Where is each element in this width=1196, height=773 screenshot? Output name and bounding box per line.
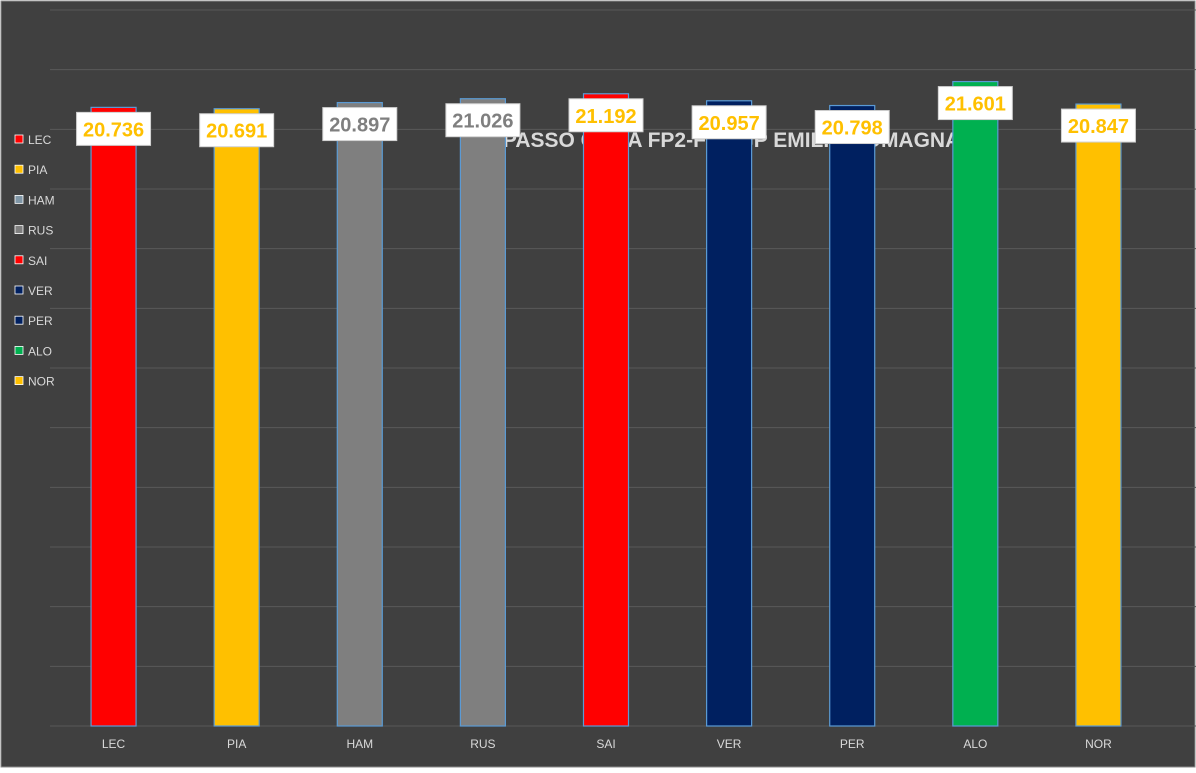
bar-ver bbox=[706, 100, 753, 727]
data-label-box bbox=[1060, 108, 1136, 143]
x-tick-label-per: PER bbox=[840, 737, 865, 751]
data-label-box bbox=[445, 103, 521, 138]
data-label-sai: 21.192 bbox=[575, 106, 636, 128]
bar-per bbox=[829, 104, 876, 727]
data-label-per: 20.798 bbox=[822, 118, 883, 140]
legend-swatch-nor bbox=[14, 376, 24, 386]
legend-swatch-per bbox=[14, 315, 24, 325]
x-axis-tick-labels: LEC PIA HAM RUS SAI VER PER ALO NOR bbox=[102, 737, 1112, 751]
bars bbox=[90, 80, 1122, 727]
bar-ham bbox=[336, 101, 383, 727]
legend-label-lec: LEC bbox=[28, 133, 52, 147]
legend-swatch-ham bbox=[14, 194, 24, 204]
x-tick-label-sai: SAI bbox=[596, 737, 615, 751]
x-tick-label-alo: ALO bbox=[963, 737, 987, 751]
x-tick-label-pia: PIA bbox=[227, 737, 246, 751]
x-tick-label-nor: NOR bbox=[1085, 737, 1112, 751]
legend-label-sai: SAI bbox=[28, 254, 47, 268]
legend-label-alo: ALO bbox=[28, 344, 52, 358]
bar-lec bbox=[90, 106, 137, 727]
legend-swatch-sai bbox=[14, 255, 24, 265]
bar-alo bbox=[952, 80, 999, 727]
data-label-box bbox=[691, 105, 767, 140]
data-label-box bbox=[76, 111, 152, 146]
x-tick-label-ham: HAM bbox=[346, 737, 373, 751]
legend-label-ham: HAM bbox=[28, 193, 55, 207]
legend-label-rus: RUS bbox=[28, 224, 53, 238]
data-label-box bbox=[568, 98, 644, 133]
legend: LEC PIA HAM RUS SAI VER PER ALO NOR bbox=[14, 133, 55, 389]
data-label-alo: 21.601 bbox=[945, 94, 1006, 116]
bar-rus bbox=[459, 98, 506, 727]
legend-label-ver: VER bbox=[28, 284, 53, 298]
x-tick-label-ver: VER bbox=[717, 737, 742, 751]
data-label-ver: 20.957 bbox=[699, 113, 760, 135]
data-label-pia: 20.691 bbox=[206, 121, 267, 143]
data-label-box bbox=[937, 86, 1013, 121]
x-tick-label-rus: RUS bbox=[470, 737, 495, 751]
data-label-nor: 20.847 bbox=[1068, 116, 1129, 138]
bar-nor bbox=[1075, 103, 1122, 727]
data-label-lec: 20.736 bbox=[83, 119, 144, 141]
legend-swatch-alo bbox=[14, 345, 24, 355]
legend-label-pia: PIA bbox=[28, 163, 47, 177]
bar-sai bbox=[582, 93, 630, 727]
legend-label-nor: NOR bbox=[28, 375, 55, 389]
data-label-box bbox=[199, 113, 275, 148]
legend-swatch-pia bbox=[14, 164, 24, 174]
x-tick-label-lec: LEC bbox=[102, 737, 126, 751]
data-labels: 20.736 20.691 20.897 21.026 21.192 20.957 20.7… bbox=[76, 86, 1136, 148]
legend-label-per: PER bbox=[28, 314, 53, 328]
data-label-rus: 21.026 bbox=[452, 111, 513, 133]
data-label-box bbox=[322, 107, 398, 142]
legend-swatch-lec bbox=[14, 134, 24, 144]
legend-swatch-rus bbox=[14, 225, 24, 235]
data-label-box bbox=[814, 110, 890, 145]
data-label-ham: 20.897 bbox=[329, 115, 390, 137]
bar-pia bbox=[213, 108, 260, 727]
legend-swatch-ver bbox=[14, 285, 24, 295]
